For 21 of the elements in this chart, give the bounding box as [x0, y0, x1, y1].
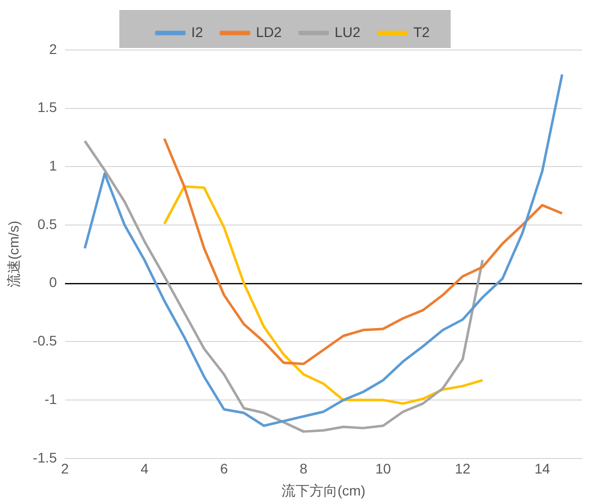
y-tick-label: 1.5	[37, 99, 58, 116]
x-tick-label: 4	[140, 460, 149, 477]
y-tick-label: 0.5	[37, 216, 58, 232]
y-tick-label: 0	[49, 274, 58, 290]
y-tick-label: 1	[49, 158, 58, 174]
x-tick-label: 10	[375, 460, 392, 477]
y-axis-title: 流速(cm/s)	[5, 220, 22, 288]
x-tick-label: 2	[61, 460, 70, 477]
x-tick-label: 8	[300, 460, 308, 477]
legend-label: LU2	[334, 24, 361, 40]
legend-label: T2	[413, 24, 430, 40]
y-tick-label: -1	[44, 390, 58, 407]
legend-label: LD2	[256, 24, 282, 40]
y-tick-label: 2	[49, 40, 58, 57]
x-tick-label: 14	[534, 460, 550, 477]
y-tick-label: -0.5	[32, 332, 58, 349]
legend-label: I2	[191, 24, 204, 40]
x-axis-title: 流下方向(cm)	[281, 482, 366, 498]
x-tick-label: 12	[454, 460, 471, 477]
y-tick-label: -1.5	[32, 449, 58, 466]
x-tick-label: 6	[220, 460, 228, 477]
